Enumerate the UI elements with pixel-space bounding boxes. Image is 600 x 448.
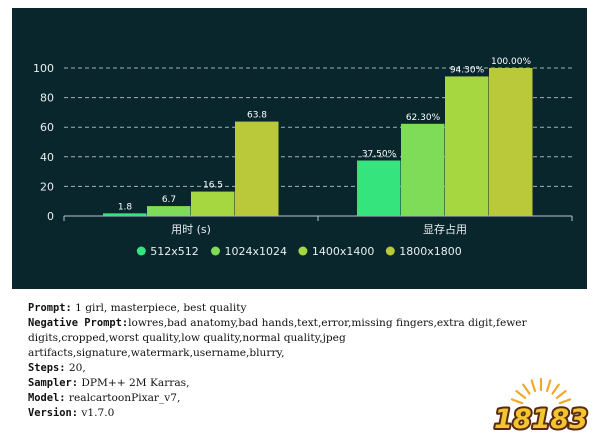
legend-label: 512x512 bbox=[150, 245, 199, 258]
bar bbox=[445, 76, 489, 216]
data-label: 1.8 bbox=[118, 202, 133, 212]
prompt-row: Prompt: 1 girl, masterpiece, best qualit… bbox=[28, 301, 568, 316]
site-logo: 18183 bbox=[492, 377, 590, 437]
data-label: 6.7 bbox=[162, 195, 176, 205]
bar bbox=[401, 123, 445, 216]
prompt-label: Prompt: bbox=[28, 302, 72, 314]
negative-prompt-label: Negative Prompt: bbox=[28, 317, 129, 329]
version-row: Version: v1.7.0 bbox=[28, 406, 568, 421]
legend-marker bbox=[385, 246, 395, 256]
version-value: v1.7.0 bbox=[78, 407, 115, 419]
bar bbox=[489, 68, 533, 216]
y-tick-label: 60 bbox=[40, 121, 54, 134]
chart-panel: 0 20 40 60 80 100 1.8 6.7 16.5 63.8 用时 (s) 37.50% 62… bbox=[12, 8, 587, 289]
logo-burst-ray bbox=[510, 398, 524, 405]
logo-burst-ray bbox=[530, 379, 537, 393]
data-label: 100.00% bbox=[491, 57, 531, 67]
bar bbox=[191, 191, 235, 216]
steps-label: Steps: bbox=[28, 362, 66, 374]
data-label: 16.5 bbox=[203, 181, 223, 191]
sampler-row: Sampler: DPM++ 2M Karras, bbox=[28, 376, 568, 391]
version-label: Version: bbox=[28, 407, 79, 419]
x-tick-label: 显存占用 bbox=[423, 222, 467, 236]
logo-text: 18183 bbox=[494, 404, 588, 435]
sampler-value: DPM++ 2M Karras, bbox=[78, 377, 190, 389]
legend-label: 1400x1400 bbox=[312, 245, 375, 258]
model-row: Model: realcartoonPixar_v7, bbox=[28, 391, 568, 406]
y-tick-label: 100 bbox=[33, 62, 54, 75]
bar bbox=[235, 121, 279, 216]
y-tick-label: 80 bbox=[40, 92, 54, 105]
data-label: 94.30% bbox=[450, 65, 485, 75]
logo-burst-ray bbox=[545, 379, 552, 393]
steps-row: Steps: 20, bbox=[28, 361, 568, 376]
x-tick-label: 用时 (s) bbox=[171, 223, 211, 236]
bar bbox=[103, 213, 147, 216]
sampler-label: Sampler: bbox=[28, 377, 79, 389]
steps-value: 20, bbox=[65, 362, 86, 374]
legend-label: 1024x1024 bbox=[225, 245, 288, 258]
legend-marker bbox=[211, 246, 220, 256]
logo-burst-ray bbox=[555, 390, 567, 399]
y-tick-label: 20 bbox=[40, 180, 54, 193]
logo-burst-ray bbox=[522, 383, 531, 395]
data-label: 37.50% bbox=[362, 150, 397, 160]
legend-marker bbox=[298, 246, 308, 256]
model-value: realcartoonPixar_v7, bbox=[65, 392, 181, 404]
negative-prompt-row: Negative Prompt:lowres,bad anatomy,bad h… bbox=[28, 316, 568, 361]
bar bbox=[357, 160, 401, 216]
logo-burst-ray bbox=[551, 383, 560, 395]
y-tick-label: 40 bbox=[40, 151, 54, 164]
bar-chart: 0 20 40 60 80 100 1.8 6.7 16.5 63.8 用时 (s) 37.50% 62… bbox=[33, 57, 573, 258]
prompt-value: 1 girl, masterpiece, best quality bbox=[71, 302, 247, 314]
bar bbox=[147, 206, 191, 216]
model-label: Model: bbox=[28, 392, 66, 404]
generation-params: Prompt: 1 girl, masterpiece, best qualit… bbox=[28, 301, 568, 421]
logo-burst-icon bbox=[510, 377, 572, 405]
data-label: 62.30% bbox=[406, 113, 441, 123]
negative-prompt-value: lowres,bad anatomy,bad hands,text,error,… bbox=[28, 317, 527, 359]
logo-burst-ray bbox=[558, 398, 572, 405]
y-tick-label: 0 bbox=[47, 210, 54, 223]
logo-burst-ray bbox=[515, 390, 527, 399]
legend-label: 1800x1800 bbox=[399, 245, 462, 258]
legend-marker bbox=[136, 246, 146, 256]
data-label: 63.8 bbox=[247, 111, 267, 121]
